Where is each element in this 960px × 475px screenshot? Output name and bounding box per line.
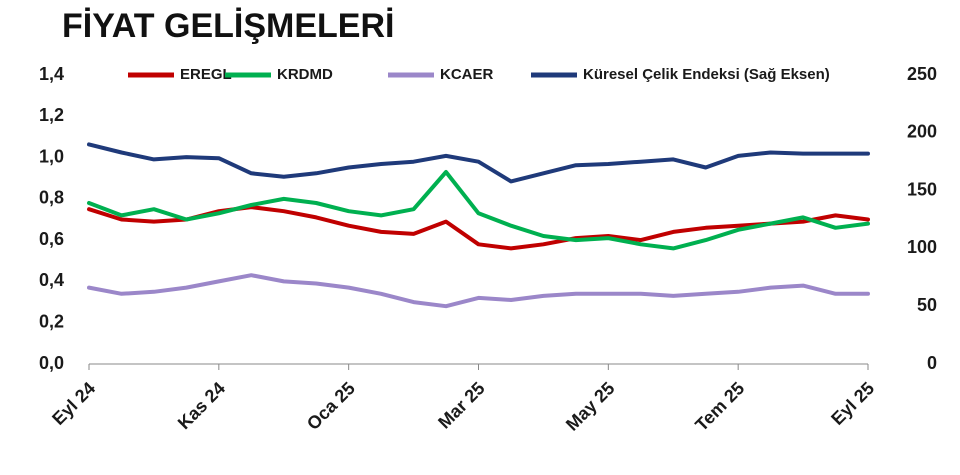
y2-tick-label: 100 — [907, 237, 937, 257]
y-tick-label: 0,8 — [39, 188, 64, 208]
x-tick-label: Oca 25 — [303, 378, 359, 434]
y-tick-label: 1,4 — [39, 64, 64, 84]
x-tick-label: Mar 25 — [434, 378, 488, 432]
legend-label: KCAER — [440, 66, 494, 83]
y-tick-label: 1,2 — [39, 105, 64, 125]
y-tick-label: 0,2 — [39, 311, 64, 331]
series-line — [87, 273, 870, 309]
y2-tick-label: 200 — [907, 122, 937, 142]
y2-tick-label: 250 — [907, 64, 937, 84]
y-tick-label: 1,0 — [39, 146, 64, 166]
x-tick-label: Eyl 25 — [827, 378, 878, 429]
x-tick-label: Tem 25 — [691, 378, 748, 435]
legend-label: KRDMD — [277, 66, 333, 83]
x-tick-label: Eyl 24 — [48, 378, 99, 429]
y-tick-label: 0,4 — [39, 270, 64, 290]
x-tick-label: Kas 24 — [174, 378, 229, 433]
y2-tick-label: 50 — [917, 295, 937, 315]
series-line — [87, 205, 870, 251]
y2-tick-label: 0 — [927, 353, 937, 373]
series-line — [87, 142, 870, 184]
x-tick-label: May 25 — [562, 378, 619, 435]
legend-label: EREGL — [180, 66, 232, 83]
y-tick-label: 0,6 — [39, 229, 64, 249]
y-tick-label: 0,0 — [39, 353, 64, 373]
series-line — [87, 170, 870, 251]
y2-tick-label: 150 — [907, 179, 937, 199]
legend-label: Küresel Çelik Endeksi (Sağ Eksen) — [583, 66, 830, 83]
chart-title: FİYAT GELİŞMELERİ — [62, 7, 394, 45]
